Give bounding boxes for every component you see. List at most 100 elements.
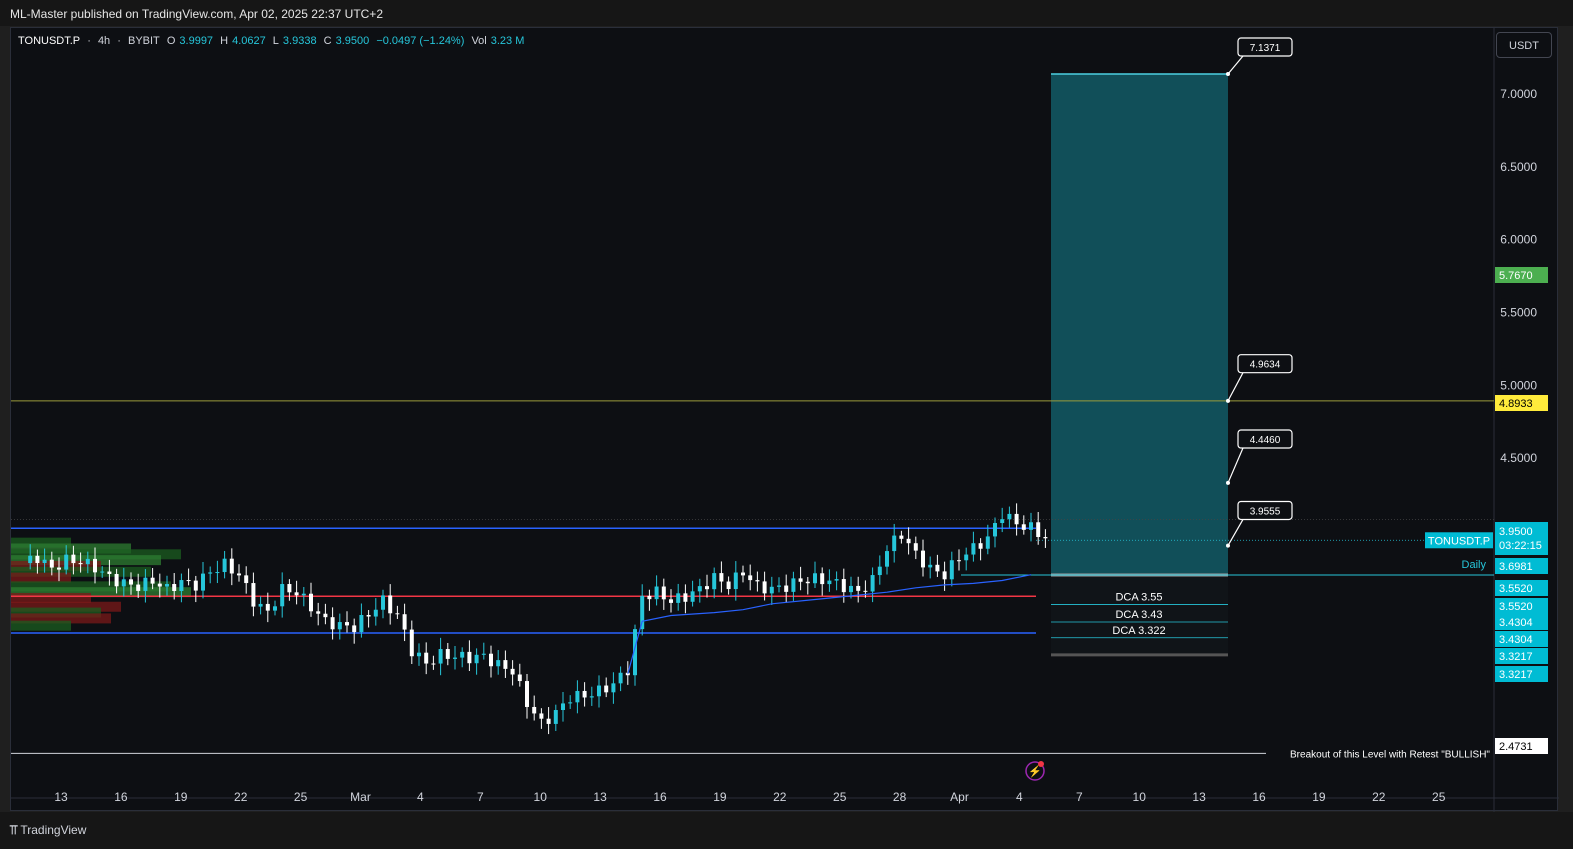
sma-line[interactable] (627, 574, 1032, 674)
candle-body (395, 613, 400, 615)
candle-body (697, 586, 702, 592)
candle-body (251, 583, 256, 607)
tradingview-logo[interactable]: ⫪ TradingView (10, 822, 86, 838)
candle-body (769, 586, 774, 594)
legend-timeframe[interactable]: 4h (97, 35, 111, 47)
x-axis-tick-label: 4 (1016, 790, 1023, 804)
candle-body (978, 543, 983, 549)
candle-body (676, 593, 681, 603)
candle-body (921, 550, 925, 568)
price-scale-badge-bg (1495, 614, 1548, 630)
x-axis-tick-label: 16 (1252, 790, 1266, 804)
volume-profile-bar (11, 607, 101, 618)
x-axis-tick-label: 25 (833, 790, 847, 804)
candle-body (186, 580, 191, 582)
candle-body (208, 572, 213, 574)
candle-body (366, 614, 371, 617)
candle-body (345, 622, 349, 626)
legend-low-value: 3.9338 (282, 35, 317, 47)
candle-body (582, 690, 587, 698)
symbol-tag-bg (1425, 532, 1493, 549)
candle-body (330, 617, 335, 630)
candle-body (618, 672, 623, 684)
target-callout-pointer (1227, 447, 1244, 484)
candle-body (568, 702, 573, 704)
x-axis-tick-label: 25 (294, 790, 308, 804)
candle-body (193, 580, 198, 591)
lightning-icon[interactable] (1025, 761, 1045, 781)
candle-body (35, 555, 40, 564)
candle-body (625, 672, 630, 676)
candle-body (287, 584, 292, 593)
candle-body (172, 584, 177, 592)
chart-svg[interactable]: DCA 3.55 DCA 3.43 DCA 3.322 Daily Breakout o… (11, 28, 1559, 812)
volume-profile-bar (11, 613, 111, 624)
candle-body (201, 573, 205, 591)
x-axis-tick-label: 28 (893, 790, 907, 804)
target-callout-box[interactable] (1237, 354, 1293, 374)
dca-label: DCA 3.43 (1115, 609, 1162, 621)
candle-body (215, 572, 220, 574)
candle-body (179, 580, 184, 592)
price-scale-badge: 3.3217 (1499, 651, 1533, 663)
legend-symbol[interactable]: TONUSDT.P (18, 35, 81, 47)
candle-body (445, 649, 450, 659)
candle-body (849, 585, 853, 593)
candle-body (503, 660, 508, 669)
candle-body (885, 551, 889, 567)
target-callout-dot (1226, 72, 1230, 77)
candle-body (489, 653, 493, 667)
candle-body (481, 653, 486, 655)
candle-body (78, 563, 83, 565)
candle-body (57, 567, 61, 570)
candle-body (741, 572, 745, 576)
target-callout-box[interactable] (1237, 500, 1293, 521)
x-axis-tick-label: 25 (1432, 790, 1446, 804)
target-callout-box[interactable] (1237, 429, 1293, 449)
dca-label: DCA 3.322 (1112, 625, 1165, 637)
price-scale-badge-bg (1495, 666, 1548, 682)
currency-button[interactable]: USDT (1496, 32, 1552, 58)
price-scale-badge: 3.5520 (1499, 601, 1533, 613)
candle-body (460, 651, 465, 658)
candle-body (474, 654, 479, 664)
candle-body (1043, 537, 1048, 539)
candle-body (928, 564, 933, 568)
candle-body (136, 584, 141, 591)
candle-body (669, 599, 673, 603)
candle-body (935, 564, 940, 572)
volume-profile-bar (11, 620, 71, 631)
target-zone[interactable] (1051, 74, 1228, 575)
candle-body (870, 575, 875, 592)
candle-body (100, 571, 105, 573)
volume-profile-bar (11, 581, 171, 592)
target-callout-label: 7.1371 (1250, 43, 1281, 54)
y-axis-tick-label: 6.0000 (1500, 233, 1537, 247)
candle-body (863, 590, 868, 592)
price-scale-badge: 3.3217 (1499, 669, 1533, 681)
candle-body (71, 554, 76, 564)
chart-area[interactable]: DCA 3.55 DCA 3.43 DCA 3.322 Daily Breakout o… (10, 27, 1559, 812)
candle-body (114, 573, 119, 587)
legend-low-label: L (272, 35, 279, 47)
x-axis-tick-label: 22 (773, 790, 787, 804)
tradingview-brand: TradingView (20, 823, 87, 837)
candle-body (1021, 524, 1026, 530)
countdown-label: 03:22:15 (1499, 540, 1542, 552)
x-axis-tick-label: 7 (1076, 790, 1083, 804)
candle-body (820, 573, 825, 585)
symbol-legend: TONUSDT.P · 4h · BYBIT O 3.9997 H 4.0627 L… (18, 35, 528, 47)
legend-close-label: C (323, 35, 332, 47)
candle-body (942, 571, 947, 580)
candle-body (222, 558, 227, 573)
candle-body (431, 663, 436, 665)
candle-body (1000, 519, 1005, 524)
candle-body (546, 718, 551, 724)
target-callout-box[interactable] (1237, 37, 1293, 57)
price-scale-badge-bg (1495, 738, 1548, 754)
candle-body (229, 558, 234, 574)
candle-body (719, 573, 724, 582)
candle-body (359, 614, 364, 633)
candle-body (705, 586, 709, 590)
price-scale-badge: 5.7670 (1499, 270, 1533, 282)
